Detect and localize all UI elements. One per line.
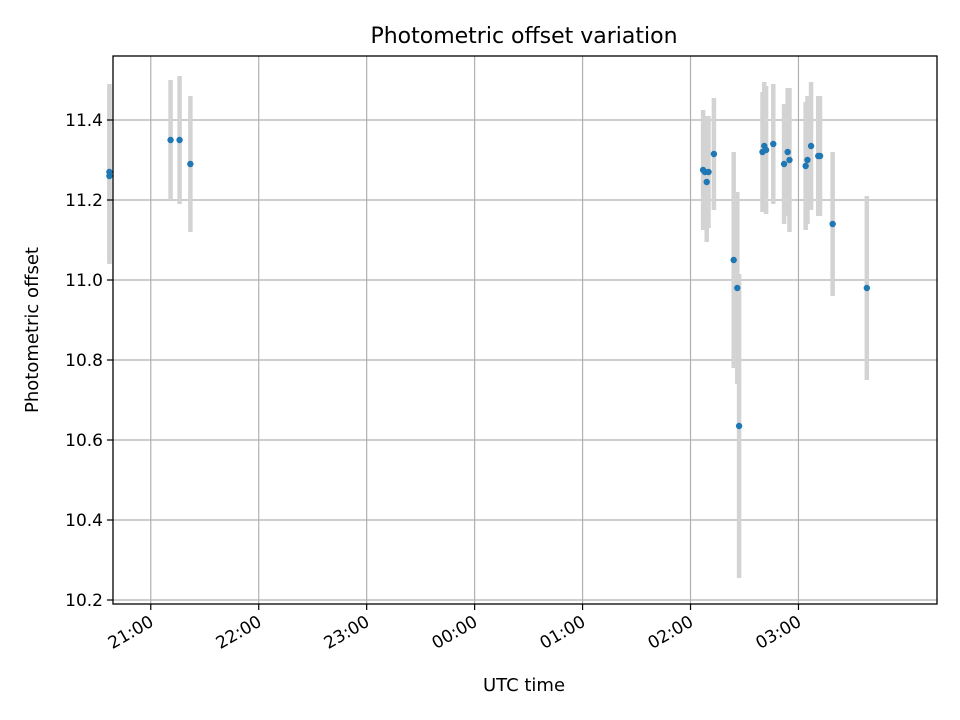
data-point: [167, 136, 174, 144]
data-point: [106, 168, 113, 176]
data-point: [829, 220, 836, 228]
grid: [113, 56, 937, 604]
y-axis-label: Photometric offset: [22, 247, 43, 413]
data-point: [804, 156, 811, 164]
data-point: [770, 140, 777, 148]
data-point: [762, 146, 770, 154]
data-point: [863, 284, 871, 292]
chart-title: Photometric offset variation: [370, 24, 677, 49]
data-point: [807, 142, 815, 150]
data-point: [176, 136, 183, 144]
data-points: [106, 136, 871, 430]
data-point: [705, 168, 712, 176]
data-point: [187, 160, 194, 168]
y-tick-label: 10.2: [65, 591, 103, 611]
y-tick-label: 11.2: [65, 191, 103, 211]
data-point: [735, 422, 743, 430]
plot-frame: [112, 55, 938, 605]
data-point: [710, 150, 718, 158]
y-tick-label: 11.0: [65, 271, 103, 291]
data-point: [703, 178, 710, 186]
y-axis-ticks: 10.2 10.4 10.6 10.8 11.0 11.2 11.4: [65, 111, 113, 611]
y-tick-label: 11.4: [65, 111, 103, 131]
data-point: [780, 160, 788, 168]
data-point: [802, 162, 809, 170]
data-point: [784, 148, 791, 156]
y-tick-label: 10.4: [65, 511, 103, 531]
x-axis-label: UTC time: [483, 675, 565, 696]
data-point: [786, 156, 793, 164]
data-point: [730, 256, 737, 264]
y-tick-label: 10.6: [65, 431, 103, 451]
y-tick-label: 10.8: [65, 351, 103, 371]
data-point: [734, 284, 741, 292]
data-point: [816, 152, 824, 160]
